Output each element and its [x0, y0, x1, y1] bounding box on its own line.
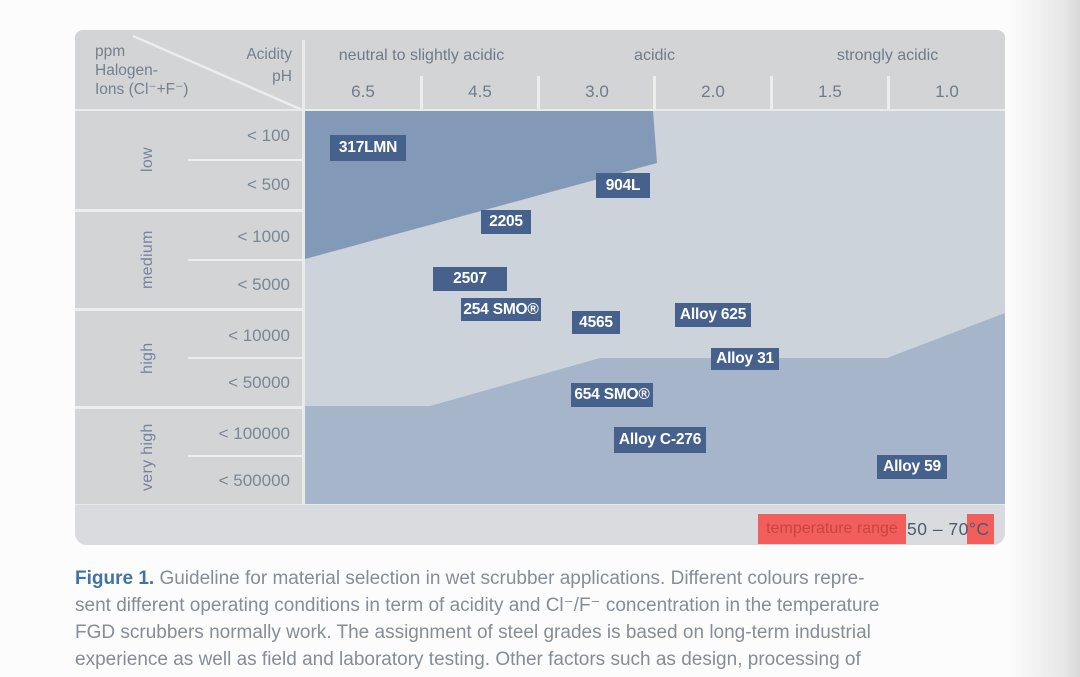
caption-text: Guideline for material selection in wet …: [154, 568, 865, 589]
alloy-tag-2507: 2507: [433, 267, 507, 291]
ph-column-separator: [887, 76, 890, 110]
threshold-cell: < 50000: [228, 372, 290, 392]
ph-tick: 4.5: [468, 82, 492, 101]
red-highlight-block: [967, 514, 994, 544]
row-axis-line: Ions (Cl⁻+F⁻): [95, 81, 189, 98]
page-scan-shadow: [1008, 0, 1080, 677]
group-separator: [75, 209, 305, 212]
group-separator: [75, 406, 305, 409]
threshold-separator: [188, 259, 305, 261]
header-vertical-separator: [302, 40, 305, 110]
halogen-concentration-columns: low < 100 < 500 medium < 1000 < 5000 hig…: [75, 111, 305, 505]
acidity-group-label: neutral to slightly acidic: [338, 47, 505, 64]
ph-tick: 1.5: [818, 82, 842, 101]
col-axis-line: pH: [272, 68, 292, 85]
ph-column-separator: [420, 76, 423, 110]
figure-caption: Figure 1. Guideline for material selecti…: [75, 565, 993, 677]
temperature-range-highlight: temperature range: [758, 514, 906, 544]
ph-column-separator: [653, 76, 656, 110]
ph-tick: 3.0: [585, 82, 609, 101]
ph-column-separator: [770, 76, 773, 110]
halogen-group-very-high: very high < 100000 < 500000: [75, 409, 305, 505]
alloy-tag-904l: 904L: [596, 173, 650, 198]
header-underline: [75, 109, 1005, 111]
row-axis-line: ppm: [95, 43, 126, 60]
halogen-group-medium: medium < 1000 < 5000: [75, 212, 305, 308]
material-selection-plot: 317LMN 904L 2205 2507 254 SMO® 4565 Allo…: [305, 111, 1005, 505]
temperature-value: 50 – 70°C: [907, 518, 990, 539]
figure-panel: ppm Halogen- Ions (Cl⁻+F⁻) Acidity pH ne…: [75, 30, 1005, 545]
alloy-tag-alloy625: Alloy 625: [675, 303, 751, 327]
ph-tick: 6.5: [351, 82, 375, 101]
threshold-cell: < 500000: [218, 470, 290, 490]
threshold-cell: < 10000: [228, 325, 290, 345]
caption-line-4: experience as well as field and laborato…: [75, 649, 861, 670]
alloy-tag-alloyc276: Alloy C-276: [614, 427, 706, 453]
caption-line-1: Figure 1. Guideline for material selecti…: [75, 565, 993, 592]
caption-line-2: sent different operating conditions in t…: [75, 595, 880, 616]
alloy-tag-4565: 4565: [572, 311, 620, 334]
left-plot-separator: [302, 111, 305, 505]
group-separator: [75, 308, 305, 311]
zone-severe-conditions: [305, 313, 1005, 505]
acidity-group-label: acidic: [634, 47, 675, 64]
col-axis-line: Acidity: [246, 46, 292, 63]
figure-header-band: ppm Halogen- Ions (Cl⁻+F⁻) Acidity pH ne…: [75, 30, 1005, 111]
alloy-tag-alloy59: Alloy 59: [877, 455, 947, 479]
alloy-tag-alloy31: Alloy 31: [711, 348, 779, 370]
acidity-header: neutral to slightly acidic acidic strong…: [305, 30, 1005, 110]
alloy-tag-2205: 2205: [481, 210, 531, 234]
caption-line-3: FGD scrubbers normally work. The assignm…: [75, 622, 871, 643]
threshold-separator: [188, 159, 305, 161]
alloy-tag-254smo: 254 SMO®: [461, 298, 541, 321]
threshold-cell: < 1000: [237, 226, 290, 246]
figure-label: Figure 1.: [75, 568, 155, 589]
halogen-group-high: high < 10000 < 50000: [75, 311, 305, 406]
threshold-separator: [188, 357, 305, 359]
threshold-cell: < 100: [246, 125, 290, 145]
row-axis-title: ppm Halogen- Ions (Cl⁻+F⁻): [95, 42, 188, 99]
row-axis-line: Halogen-: [95, 62, 158, 79]
temperature-strip: temperature range 50 – 70°C: [75, 504, 1005, 545]
threshold-cell: < 500: [246, 174, 290, 194]
halogen-group-low: low < 100 < 500: [75, 111, 305, 209]
threshold-cell: < 100000: [218, 423, 290, 443]
ph-tick: 1.0: [935, 82, 959, 101]
alloy-tag-654smo: 654 SMO®: [571, 383, 653, 407]
axis-corner-cell: ppm Halogen- Ions (Cl⁻+F⁻) Acidity pH: [75, 30, 305, 110]
alloy-tag-317lmn: 317LMN: [330, 135, 406, 161]
threshold-cell: < 5000: [237, 274, 290, 294]
ph-tick: 2.0: [701, 82, 725, 101]
diagonal-divider: [132, 34, 305, 110]
acidity-group-label: strongly acidic: [836, 47, 939, 64]
strip-top-line: [75, 504, 1005, 505]
column-axis-title: Acidity pH: [246, 44, 292, 88]
threshold-separator: [188, 455, 305, 457]
ph-column-separator: [537, 76, 540, 110]
